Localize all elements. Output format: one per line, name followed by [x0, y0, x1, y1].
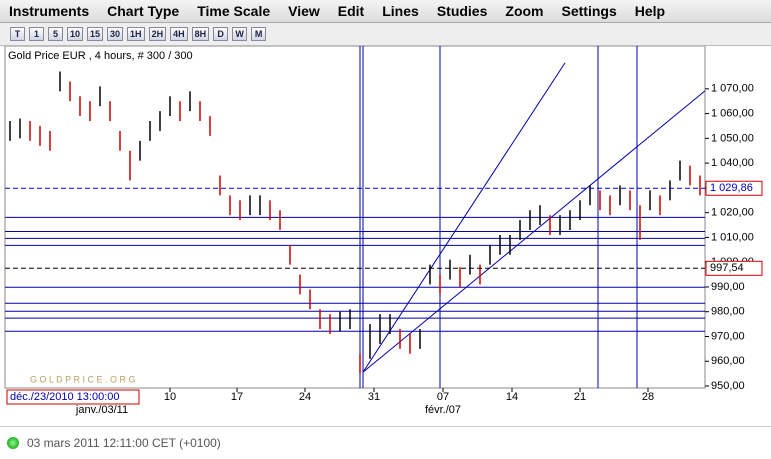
timescale-button[interactable]: 8H: [191, 27, 210, 41]
timescale-button[interactable]: 10: [67, 27, 84, 41]
x-tick-label: 24: [299, 391, 311, 403]
timescale-button[interactable]: T: [10, 27, 25, 41]
x-major-label: févr./07: [425, 404, 461, 416]
timescale-button[interactable]: 4H: [170, 27, 188, 41]
y-tick-label: 950,00: [711, 380, 745, 392]
status-icon: [7, 437, 19, 449]
trend-line: [362, 62, 566, 373]
menu-item[interactable]: Studies: [436, 3, 488, 19]
menu-item[interactable]: Lines: [382, 3, 419, 19]
menu-item[interactable]: Chart Type: [107, 3, 180, 19]
menu-item[interactable]: Edit: [337, 3, 365, 19]
status-bar: 03 mars 2011 12:11:00 CET (+0100): [0, 426, 771, 459]
menu-item[interactable]: View: [288, 3, 320, 19]
y-tick-label: 980,00: [711, 306, 745, 318]
x-tick-label: 14: [506, 391, 518, 403]
x-tick-label: 07: [437, 391, 449, 403]
price-label-box: [705, 260, 763, 276]
chart-title: Gold Price EUR , 4 hours, # 300 / 300: [8, 50, 193, 62]
toolbar: T 1 5 10 15 30 1H 2H 4H 8H D W M: [0, 23, 771, 46]
y-tick-label: 990,00: [711, 281, 745, 293]
menu-item[interactable]: Zoom: [505, 3, 544, 19]
chart: Gold Price EUR , 4 hours, # 300 / 300 G O…: [4, 46, 763, 416]
x-tick-label: 21: [574, 391, 586, 403]
y-tick-label: 960,00: [711, 355, 745, 367]
menu-item[interactable]: Help: [634, 3, 666, 19]
y-tick-label: 970,00: [711, 330, 745, 342]
timescale-button[interactable]: 1H: [127, 27, 145, 41]
menu-item[interactable]: Settings: [561, 3, 617, 19]
timescale-button[interactable]: 5: [48, 27, 63, 41]
y-tick-label: 1 020,00: [711, 207, 754, 219]
timescale-button[interactable]: M: [251, 27, 267, 41]
timescale-button[interactable]: D: [213, 27, 229, 41]
price-label: 997,54: [710, 262, 744, 274]
trend-line: [362, 90, 706, 373]
y-tick-label: 1 070,00: [711, 83, 754, 95]
x-tick-label: 10: [164, 391, 176, 403]
timescale-button[interactable]: 15: [87, 27, 104, 41]
timescale-button[interactable]: 1: [29, 27, 44, 41]
watermark: G O L D P R I C E . O R G: [30, 374, 136, 384]
x-tick-label: 17: [231, 391, 243, 403]
x-major-label: janv./03/11: [75, 404, 128, 416]
menu-bar: Instruments Chart Type Time Scale View Edit L…: [0, 0, 771, 23]
y-tick-label: 1 060,00: [711, 108, 754, 120]
y-tick-label: 1 040,00: [711, 157, 754, 169]
x-tick-label: 31: [368, 391, 380, 403]
price-label-box: [705, 180, 763, 196]
timescale-button[interactable]: 30: [107, 27, 124, 41]
x-tick-label: 28: [642, 391, 654, 403]
timescale-button[interactable]: 2H: [148, 27, 167, 41]
menu-item[interactable]: Instruments: [9, 3, 90, 19]
menu-item[interactable]: Time Scale: [197, 3, 271, 19]
price-label: 1 029,86: [710, 182, 753, 194]
start-date-box: [6, 389, 140, 405]
y-tick-label: 1 010,00: [711, 231, 754, 243]
timescale-button[interactable]: W: [232, 27, 248, 41]
y-tick-label: 1 050,00: [711, 132, 754, 144]
status-text: 03 mars 2011 12:11:00 CET (+0100): [27, 436, 221, 450]
start-date: déc./23/2010 13:00:00: [10, 391, 119, 403]
